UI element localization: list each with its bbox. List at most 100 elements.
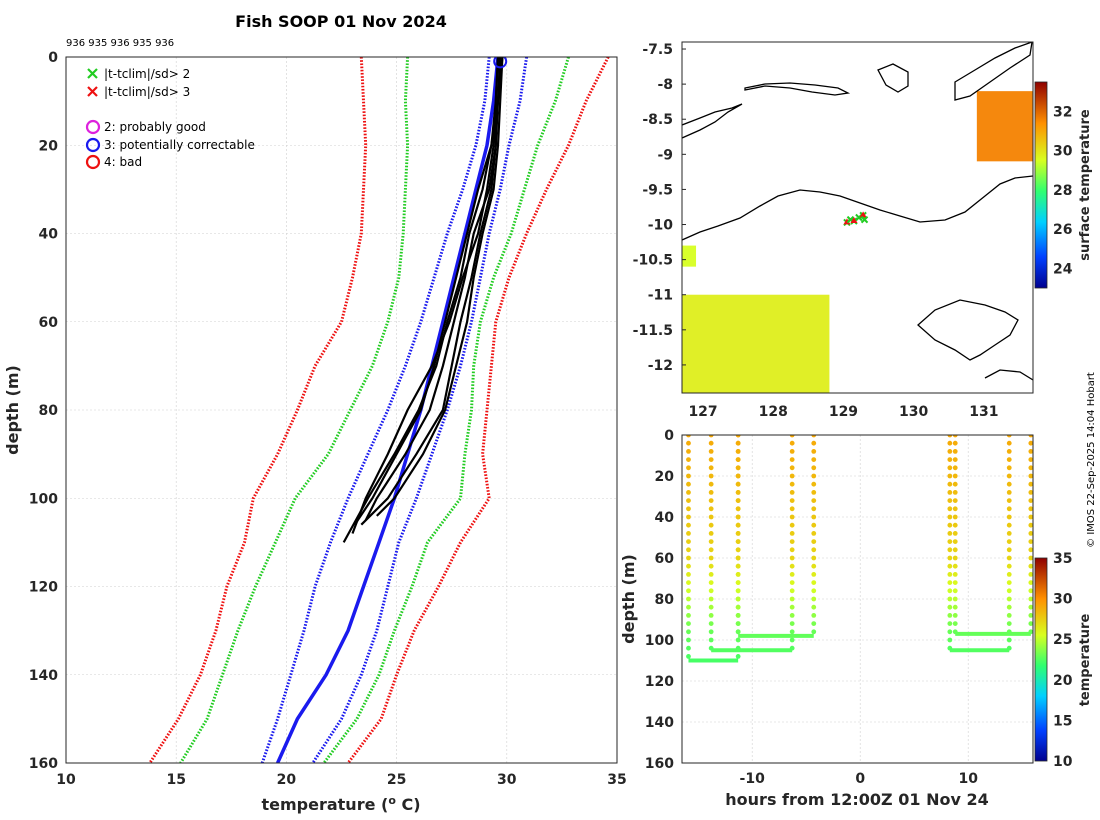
x-tick-label: 15 xyxy=(166,772,185,788)
x-tick-label: 10 xyxy=(56,772,76,788)
cast-sample xyxy=(686,457,691,462)
cast-sample xyxy=(952,473,958,479)
cast-sample xyxy=(1006,580,1012,585)
legend-item-sd2: |t-tclim|/sd> 2 xyxy=(87,67,190,81)
cast-sample xyxy=(708,522,714,528)
legend-label: |t-tclim|/sd> 3 xyxy=(104,85,190,99)
sst-colorbar-ticks: 24 26 28 30 32 xyxy=(1053,104,1073,277)
coastline-island-north xyxy=(744,82,851,96)
legend-item-sd3: |t-tclim|/sd> 3 xyxy=(87,85,190,99)
cast-sample xyxy=(789,498,795,503)
cast-sample xyxy=(947,449,953,454)
cast-sample xyxy=(952,531,958,536)
profile-legend: |t-tclim|/sd> 2 |t-tclim|/sd> 3 2: proba… xyxy=(85,67,255,170)
sst-patch xyxy=(682,294,830,393)
cast-sample xyxy=(735,604,741,610)
cast-sample xyxy=(952,555,958,561)
coastline-australia xyxy=(984,369,1033,381)
legend-item-flag4: 4: bad xyxy=(85,154,142,170)
map-y-tick-label: -10.5 xyxy=(633,253,673,269)
cast-sample xyxy=(1006,440,1012,446)
cast-sample xyxy=(735,481,741,487)
cast-sample xyxy=(686,588,691,594)
temperature-colorbar-tick-label: 20 xyxy=(1053,673,1073,689)
cast-sample xyxy=(789,457,795,462)
map-y-tick-label: -11.5 xyxy=(633,323,673,339)
magenta-circle-marker xyxy=(85,119,101,135)
cast-sample xyxy=(1006,563,1012,569)
map-y-tick-label: -8.5 xyxy=(642,112,673,128)
cast-sample xyxy=(952,563,958,569)
cast-sample xyxy=(1006,555,1012,561)
cast-sample xyxy=(1028,604,1033,610)
cast-sample xyxy=(708,531,714,536)
cast-sample xyxy=(947,481,953,487)
profile-xlabel-main: temperature ( xyxy=(261,795,388,814)
map-y-tick-label: -9 xyxy=(657,147,673,163)
cast-sample xyxy=(811,555,817,561)
cast-sample xyxy=(735,490,741,495)
sst-patch xyxy=(682,245,697,267)
cast-sample xyxy=(708,572,714,577)
cast-sample xyxy=(686,654,691,659)
profile-grid xyxy=(65,56,618,764)
cast-sample xyxy=(708,457,714,462)
cast-sample xyxy=(708,580,714,585)
cast-sample xyxy=(789,563,795,569)
drop-marker-red xyxy=(859,211,867,218)
cast-sample xyxy=(789,481,795,487)
y-tick-label: 160 xyxy=(29,756,58,772)
cast-sample xyxy=(947,465,953,471)
envelope-line xyxy=(148,57,368,763)
x-tick-label: 20 xyxy=(277,772,297,788)
cast-sample xyxy=(811,506,817,512)
cast-sample xyxy=(952,457,958,462)
cast-sample xyxy=(686,555,691,561)
cast-sample xyxy=(735,555,741,561)
sst-patch xyxy=(976,91,1033,162)
cast-sample xyxy=(789,490,795,495)
cast-sample xyxy=(952,435,958,438)
cast-sample xyxy=(735,563,741,569)
cast-sample xyxy=(1028,563,1033,569)
cast-sample xyxy=(947,563,953,569)
cast-sample xyxy=(708,506,714,512)
cast-sample xyxy=(789,621,795,626)
ts-y-tick-label: 160 xyxy=(645,756,674,772)
cast-sample xyxy=(789,588,795,594)
envelope-line xyxy=(260,57,491,763)
cast-sample xyxy=(735,473,741,479)
legend-label: |t-tclim|/sd> 2 xyxy=(104,67,190,81)
cast-sample xyxy=(811,621,817,626)
cast-sample xyxy=(686,637,691,643)
ts-y-tick-label: 80 xyxy=(655,592,675,608)
cast-sample xyxy=(811,531,817,536)
cast-sample xyxy=(947,539,953,544)
cast-sample xyxy=(789,637,795,643)
cast-sample xyxy=(789,596,795,602)
cast-sample xyxy=(1028,440,1033,446)
cast-sample xyxy=(1028,539,1033,544)
cast-sample xyxy=(1028,490,1033,495)
y-tick-label: 0 xyxy=(48,50,58,66)
cast-sample xyxy=(735,449,741,454)
cast-sample xyxy=(735,637,741,643)
cast-sample xyxy=(686,531,691,536)
cast-sample xyxy=(1006,547,1012,553)
cast-sample xyxy=(686,514,691,520)
cast-sample xyxy=(789,539,795,544)
blue-circle-marker xyxy=(85,137,101,153)
x-tick-label: 35 xyxy=(607,772,626,788)
profile-xlabel-degree: o xyxy=(388,794,396,807)
cast-sample xyxy=(1028,531,1033,536)
cast-sample xyxy=(1028,473,1033,479)
map-y-tick-label: -8 xyxy=(657,77,673,93)
cast-sample xyxy=(1028,547,1033,553)
cast-sample xyxy=(686,645,691,651)
profile-panel: Fish SOOP 01 Nov 2024 936 935 936 935 93… xyxy=(3,12,627,814)
cast-sample xyxy=(708,629,714,635)
coastline-timor xyxy=(682,175,1033,241)
cast-sample xyxy=(952,522,958,528)
map-x-tick-label: 131 xyxy=(969,404,998,420)
